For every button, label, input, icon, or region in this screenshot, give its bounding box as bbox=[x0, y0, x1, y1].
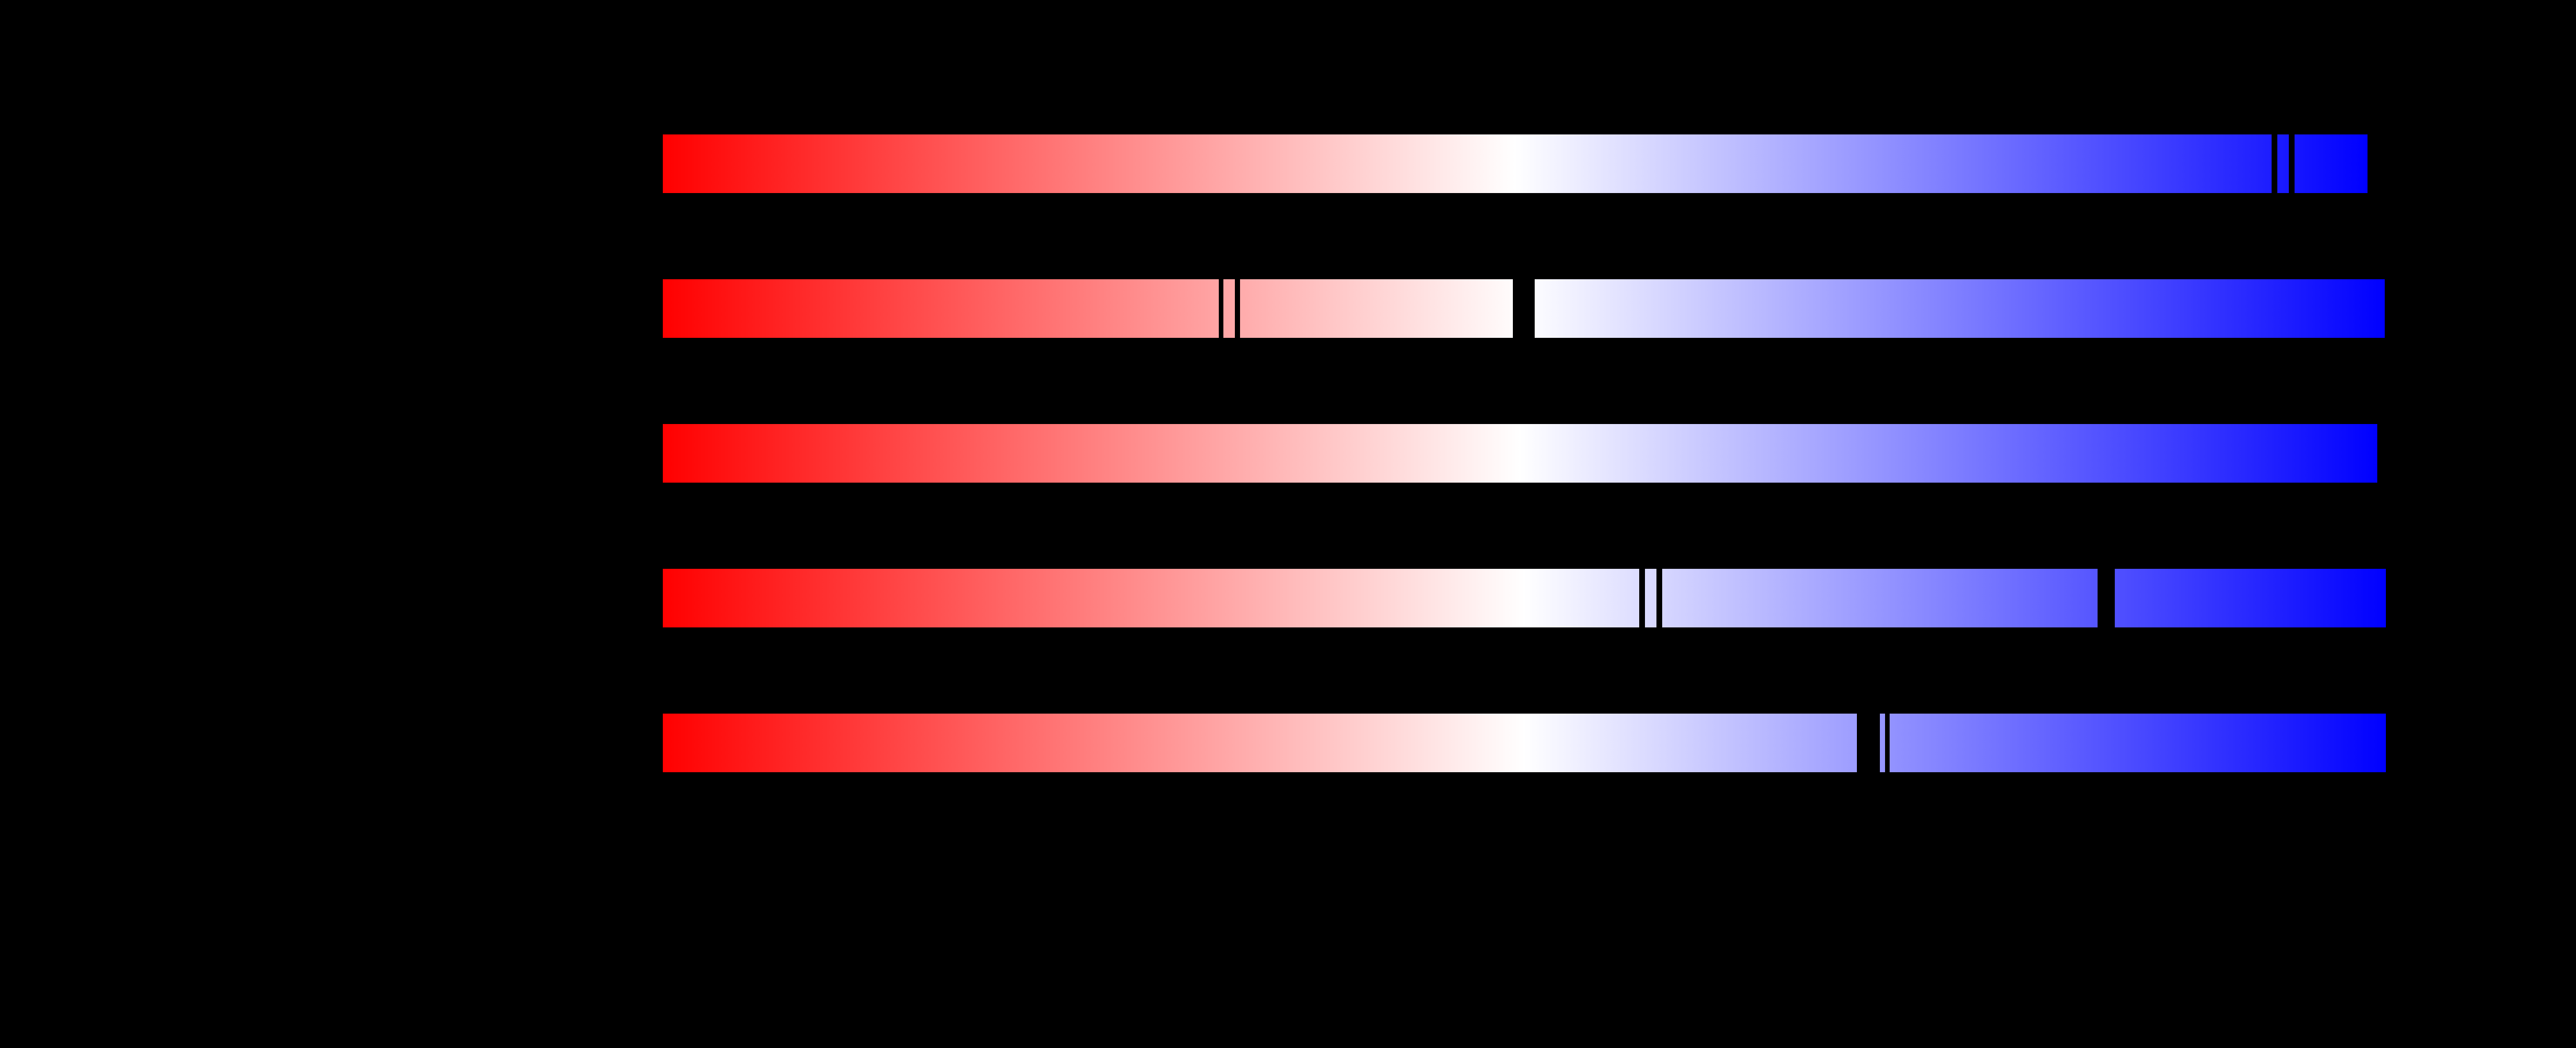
bar-break bbox=[2272, 134, 2277, 193]
gradient-bar-3 bbox=[663, 424, 2377, 483]
gradient-bar-4 bbox=[663, 569, 2386, 627]
bar-break bbox=[1656, 569, 1662, 627]
gradient-bar-1 bbox=[663, 134, 2368, 193]
bar-break bbox=[2098, 569, 2115, 627]
bar-break bbox=[1219, 279, 1223, 338]
gradient-bar-2 bbox=[663, 279, 2385, 338]
bar-break bbox=[1885, 714, 1890, 772]
bar-break bbox=[1235, 279, 1240, 338]
bar-break bbox=[1513, 279, 1535, 338]
bar-break bbox=[1857, 714, 1880, 772]
bar-break bbox=[2289, 134, 2295, 193]
bar-break bbox=[1639, 569, 1645, 627]
gradient-bar-5 bbox=[663, 714, 2386, 772]
